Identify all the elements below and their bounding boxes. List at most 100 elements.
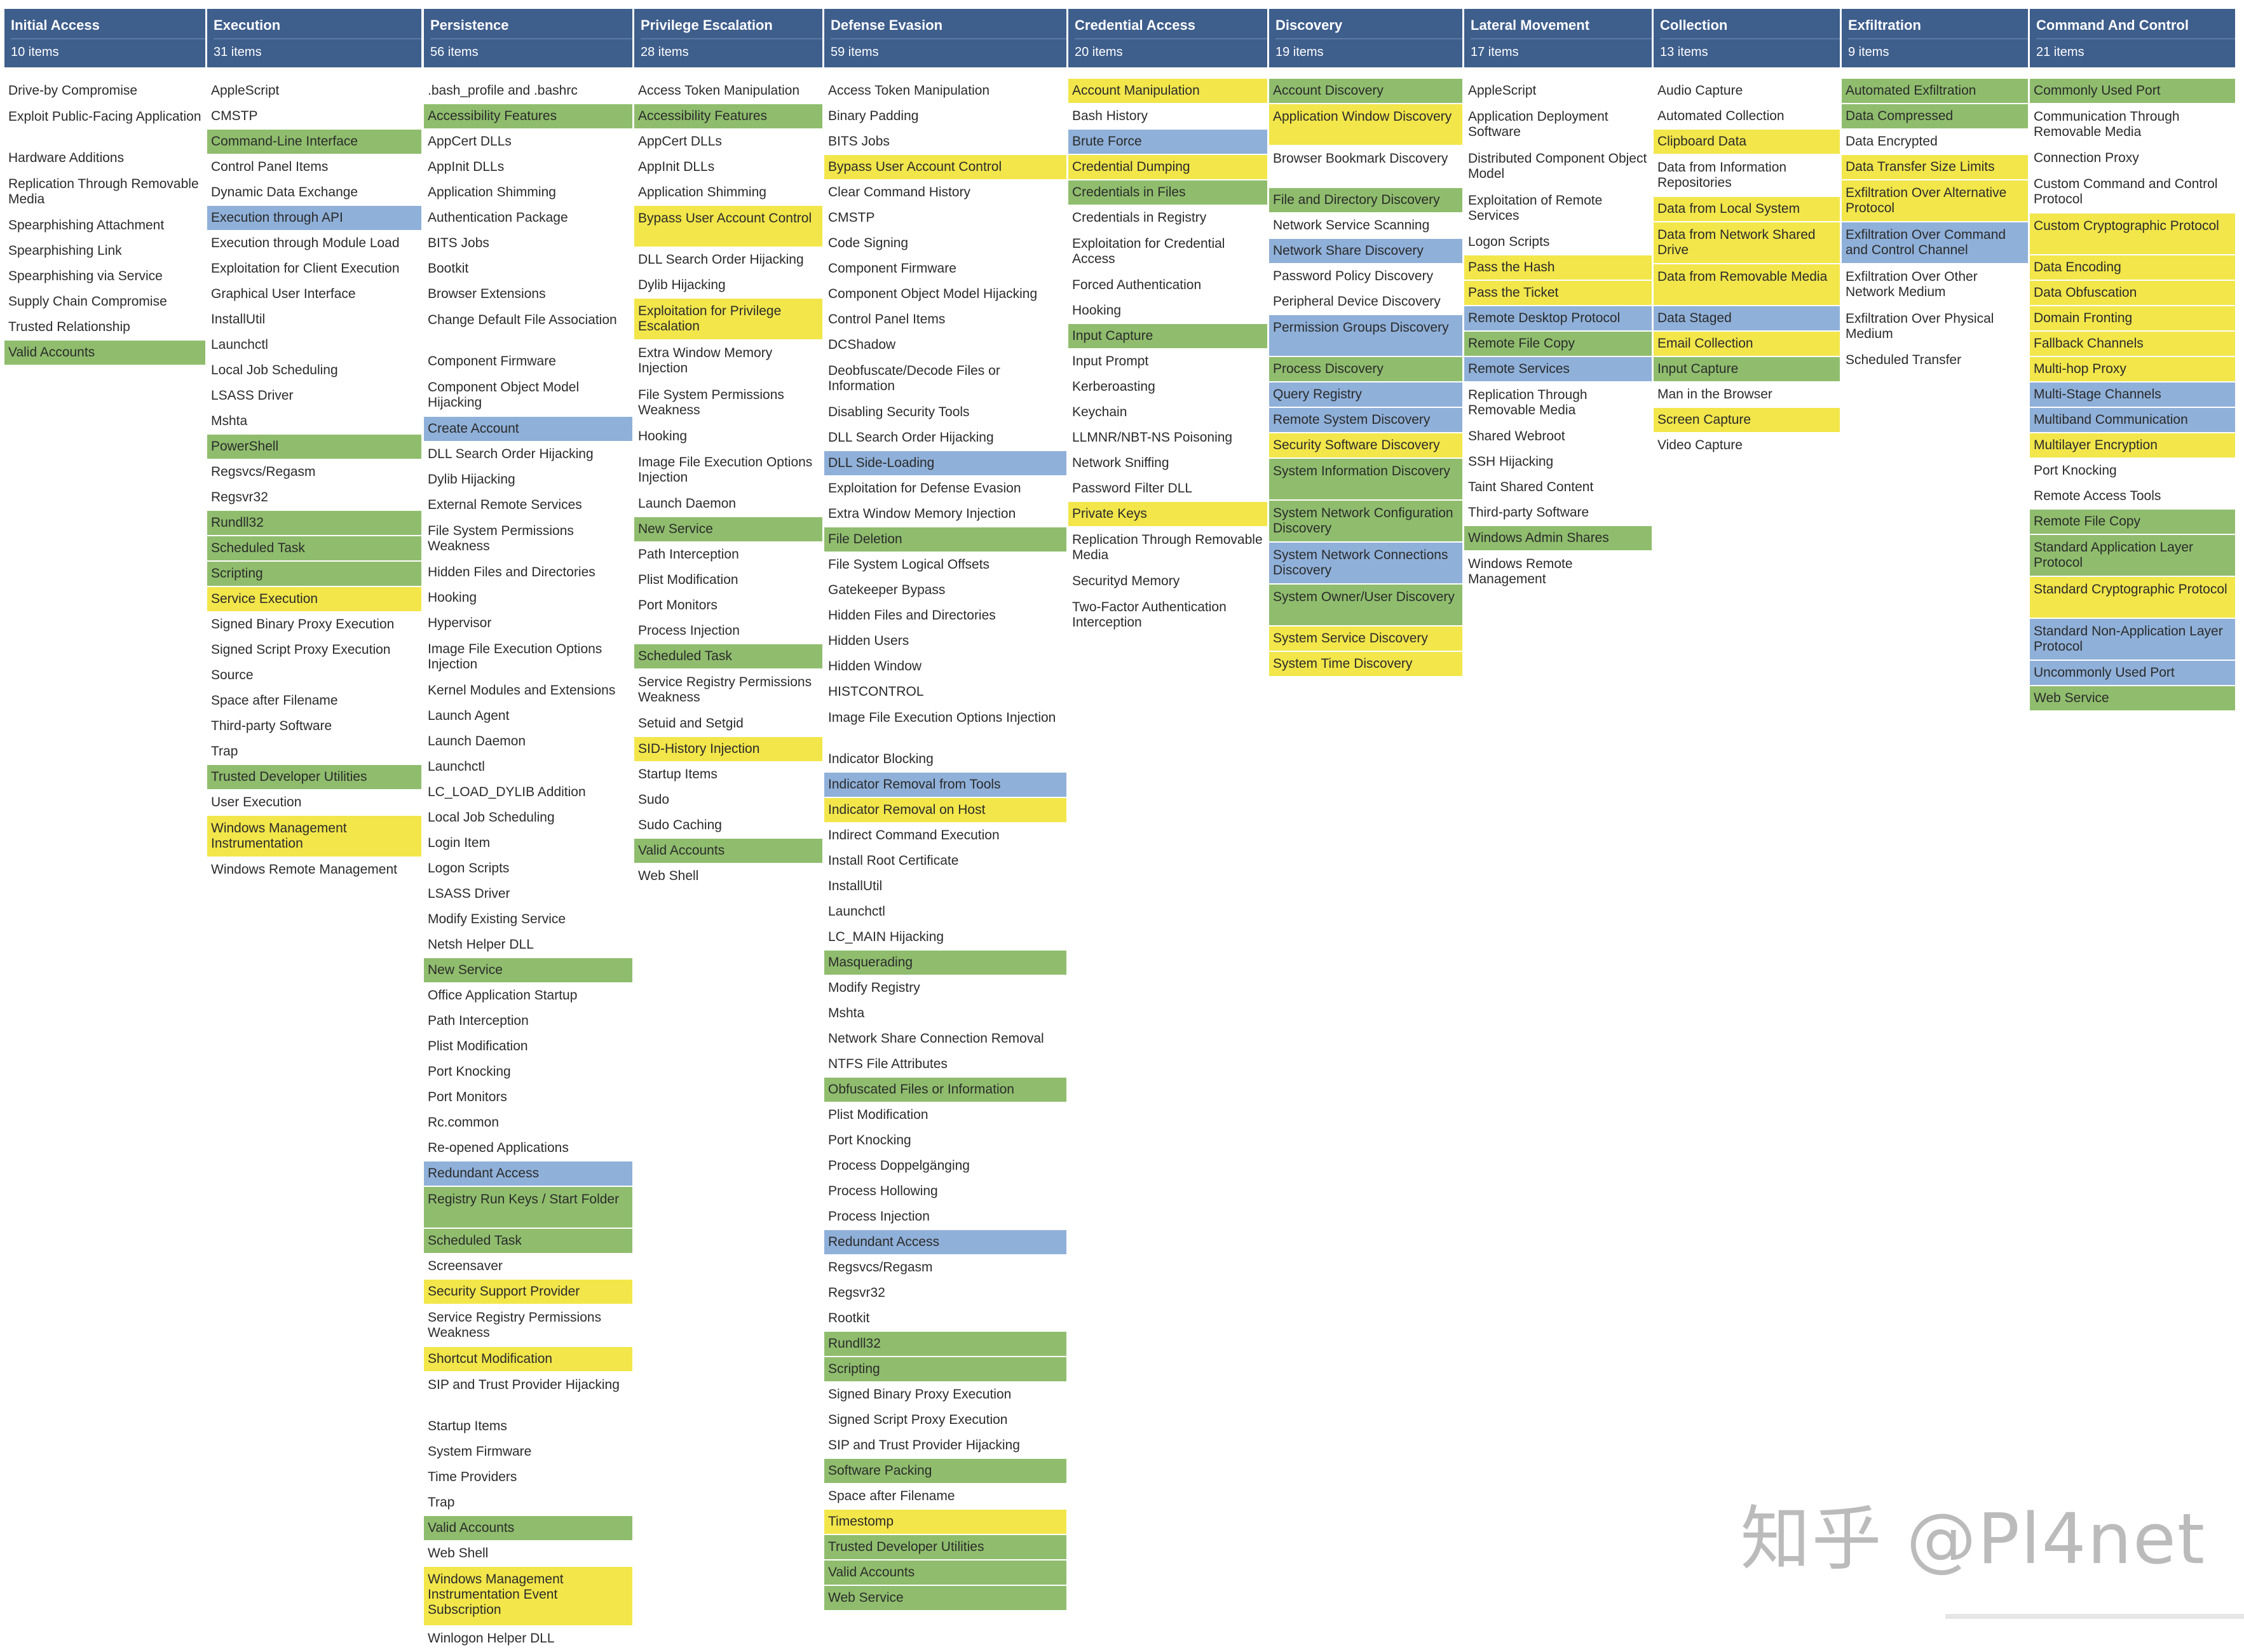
technique-cell[interactable]: LC_LOAD_DYLIB Addition [428, 785, 586, 799]
technique-cell[interactable]: Execution through Module Load [211, 236, 400, 250]
technique-cell[interactable]: Sudo [638, 792, 670, 807]
technique-cell[interactable]: Regsvr32 [828, 1285, 885, 1300]
technique-cell[interactable]: Process Injection [638, 623, 740, 638]
technique-cell[interactable]: Application Shimming [638, 185, 766, 200]
technique-cell[interactable]: External Remote Services [428, 498, 582, 512]
technique-cell[interactable]: Credentials in Files [1068, 180, 1267, 205]
technique-cell[interactable]: Mshta [211, 414, 248, 428]
technique-cell[interactable]: Communication Through Removable Media [2034, 109, 2180, 139]
technique-cell[interactable]: Indicator Removal from Tools [824, 773, 1066, 797]
technique-cell[interactable]: LSASS Driver [428, 886, 510, 901]
technique-cell[interactable]: File and Directory Discovery [1269, 188, 1462, 212]
technique-cell[interactable]: Startup Items [428, 1419, 507, 1433]
technique-cell[interactable]: Pass the Hash [1464, 255, 1652, 280]
technique-cell[interactable]: Setuid and Setgid [638, 716, 744, 731]
technique-cell[interactable]: SID-History Injection [634, 737, 822, 761]
technique-cell[interactable]: Commonly Used Port [2030, 79, 2235, 103]
technique-cell[interactable]: Control Panel Items [211, 159, 329, 174]
technique-cell[interactable]: Brute Force [1068, 130, 1267, 154]
technique-cell[interactable]: Remote System Discovery [1269, 408, 1462, 432]
technique-cell[interactable]: Space after Filename [828, 1489, 955, 1503]
technique-cell[interactable]: File System Permissions Weakness [428, 524, 574, 553]
technique-cell[interactable]: Data Transfer Size Limits [1842, 155, 2028, 179]
technique-cell[interactable]: Forced Authentication [1072, 278, 1202, 292]
technique-cell[interactable]: Data from Removable Media [1654, 264, 1840, 305]
technique-cell[interactable]: Replication Through Removable Media [1468, 388, 1588, 417]
technique-cell[interactable]: Component Firmware [428, 354, 556, 369]
technique-cell[interactable]: PowerShell [207, 435, 421, 459]
technique-cell[interactable]: Network Share Connection Removal [828, 1031, 1044, 1046]
technique-cell[interactable]: Port Knocking [428, 1064, 511, 1079]
technique-cell[interactable]: Regsvcs/Regasm [828, 1260, 933, 1275]
technique-cell[interactable]: Deobfuscate/Decode Files or Information [828, 363, 1000, 393]
tactic-header[interactable]: Lateral Movement 17 items [1464, 9, 1652, 67]
technique-cell[interactable]: Data Compressed [1842, 104, 2028, 128]
technique-cell[interactable]: Standard Cryptographic Protocol [2030, 577, 2235, 618]
technique-cell[interactable]: Spearphishing Link [8, 243, 122, 258]
technique-cell[interactable]: SIP and Trust Provider Hijacking [828, 1438, 1020, 1452]
technique-cell[interactable]: Hooking [428, 590, 477, 605]
technique-cell[interactable]: AppCert DLLs [638, 134, 722, 149]
technique-cell[interactable]: Remote Services [1464, 357, 1652, 381]
technique-cell[interactable]: Exfiltration Over Other Network Medium [1846, 269, 1978, 299]
technique-cell[interactable]: Bypass User Account Control [634, 206, 822, 247]
technique-cell[interactable]: Screensaver [428, 1259, 503, 1273]
technique-cell[interactable]: Exfiltration Over Command and Control Ch… [1842, 222, 2028, 263]
technique-cell[interactable]: Logon Scripts [428, 861, 510, 876]
technique-cell[interactable]: Path Interception [638, 547, 739, 562]
technique-cell[interactable]: Bootkit [428, 261, 469, 276]
technique-cell[interactable]: Custom Cryptographic Protocol [2030, 213, 2235, 254]
technique-cell[interactable]: Email Collection [1654, 332, 1840, 356]
technique-cell[interactable]: Service Execution [207, 587, 421, 611]
technique-cell[interactable]: HISTCONTROL [828, 684, 924, 699]
technique-cell[interactable]: Standard Application Layer Protocol [2030, 535, 2235, 576]
technique-cell[interactable]: Signed Script Proxy Execution [211, 642, 391, 657]
technique-cell[interactable]: Web Service [824, 1586, 1066, 1610]
technique-cell[interactable]: Process Doppelgänging [828, 1158, 970, 1173]
technique-cell[interactable]: Data Encoding [2030, 255, 2235, 280]
technique-cell[interactable]: Indirect Command Execution [828, 828, 1000, 843]
technique-cell[interactable]: Valid Accounts [4, 341, 205, 365]
technique-cell[interactable]: Data Staged [1654, 306, 1840, 330]
technique-cell[interactable]: Access Token Manipulation [828, 83, 990, 98]
technique-cell[interactable]: System Owner/User Discovery [1269, 585, 1462, 625]
technique-cell[interactable]: Dylib Hijacking [638, 278, 726, 292]
technique-cell[interactable]: Redundant Access [424, 1161, 632, 1186]
technique-cell[interactable]: Input Capture [1654, 357, 1840, 381]
technique-cell[interactable]: Component Firmware [828, 261, 956, 276]
tactic-header[interactable]: Defense Evasion 59 items [824, 9, 1066, 67]
technique-cell[interactable]: Rc.common [428, 1115, 500, 1130]
technique-cell[interactable]: Screen Capture [1654, 408, 1840, 432]
technique-cell[interactable]: Multiband Communication [2030, 408, 2235, 432]
technique-cell[interactable]: System Service Discovery [1269, 626, 1462, 651]
tactic-header[interactable]: Persistence 56 items [424, 9, 632, 67]
technique-cell[interactable]: Peripheral Device Discovery [1273, 294, 1441, 309]
technique-cell[interactable]: Multi-Stage Channels [2030, 383, 2235, 407]
technique-cell[interactable]: Kerberoasting [1072, 379, 1155, 394]
tactic-header[interactable]: Initial Access 10 items [4, 9, 205, 67]
technique-cell[interactable]: Valid Accounts [634, 839, 822, 863]
technique-cell[interactable]: Launchctl [211, 337, 268, 352]
technique-cell[interactable]: Modify Registry [828, 980, 920, 995]
technique-cell[interactable]: Hooking [1072, 303, 1122, 318]
technique-cell[interactable]: Browser Bookmark Discovery [1273, 151, 1448, 166]
tactic-header[interactable]: Credential Access 20 items [1068, 9, 1267, 67]
technique-cell[interactable]: Private Keys [1068, 502, 1267, 526]
technique-cell[interactable]: Accessibility Features [634, 104, 822, 128]
technique-cell[interactable]: Obfuscated Files or Information [824, 1078, 1066, 1102]
technique-cell[interactable]: Data Obfuscation [2030, 281, 2235, 305]
technique-cell[interactable]: Command-Line Interface [207, 130, 421, 154]
technique-cell[interactable]: DCShadow [828, 337, 896, 352]
tactic-header[interactable]: Discovery 19 items [1269, 9, 1462, 67]
technique-cell[interactable]: Masquerading [824, 951, 1066, 975]
technique-cell[interactable]: Hidden Window [828, 659, 922, 674]
technique-cell[interactable]: Space after Filename [211, 693, 338, 708]
technique-cell[interactable]: Hooking [638, 429, 688, 443]
technique-cell[interactable]: SIP and Trust Provider Hijacking [428, 1378, 620, 1392]
technique-cell[interactable]: Extra Window Memory Injection [828, 506, 1016, 521]
technique-cell[interactable]: Application Shimming [428, 185, 556, 200]
technique-cell[interactable]: Winlogon Helper DLL [428, 1631, 555, 1646]
technique-cell[interactable]: Trap [211, 744, 238, 759]
technique-cell[interactable]: Audio Capture [1657, 83, 1743, 98]
technique-cell[interactable]: Remote Desktop Protocol [1464, 306, 1652, 330]
